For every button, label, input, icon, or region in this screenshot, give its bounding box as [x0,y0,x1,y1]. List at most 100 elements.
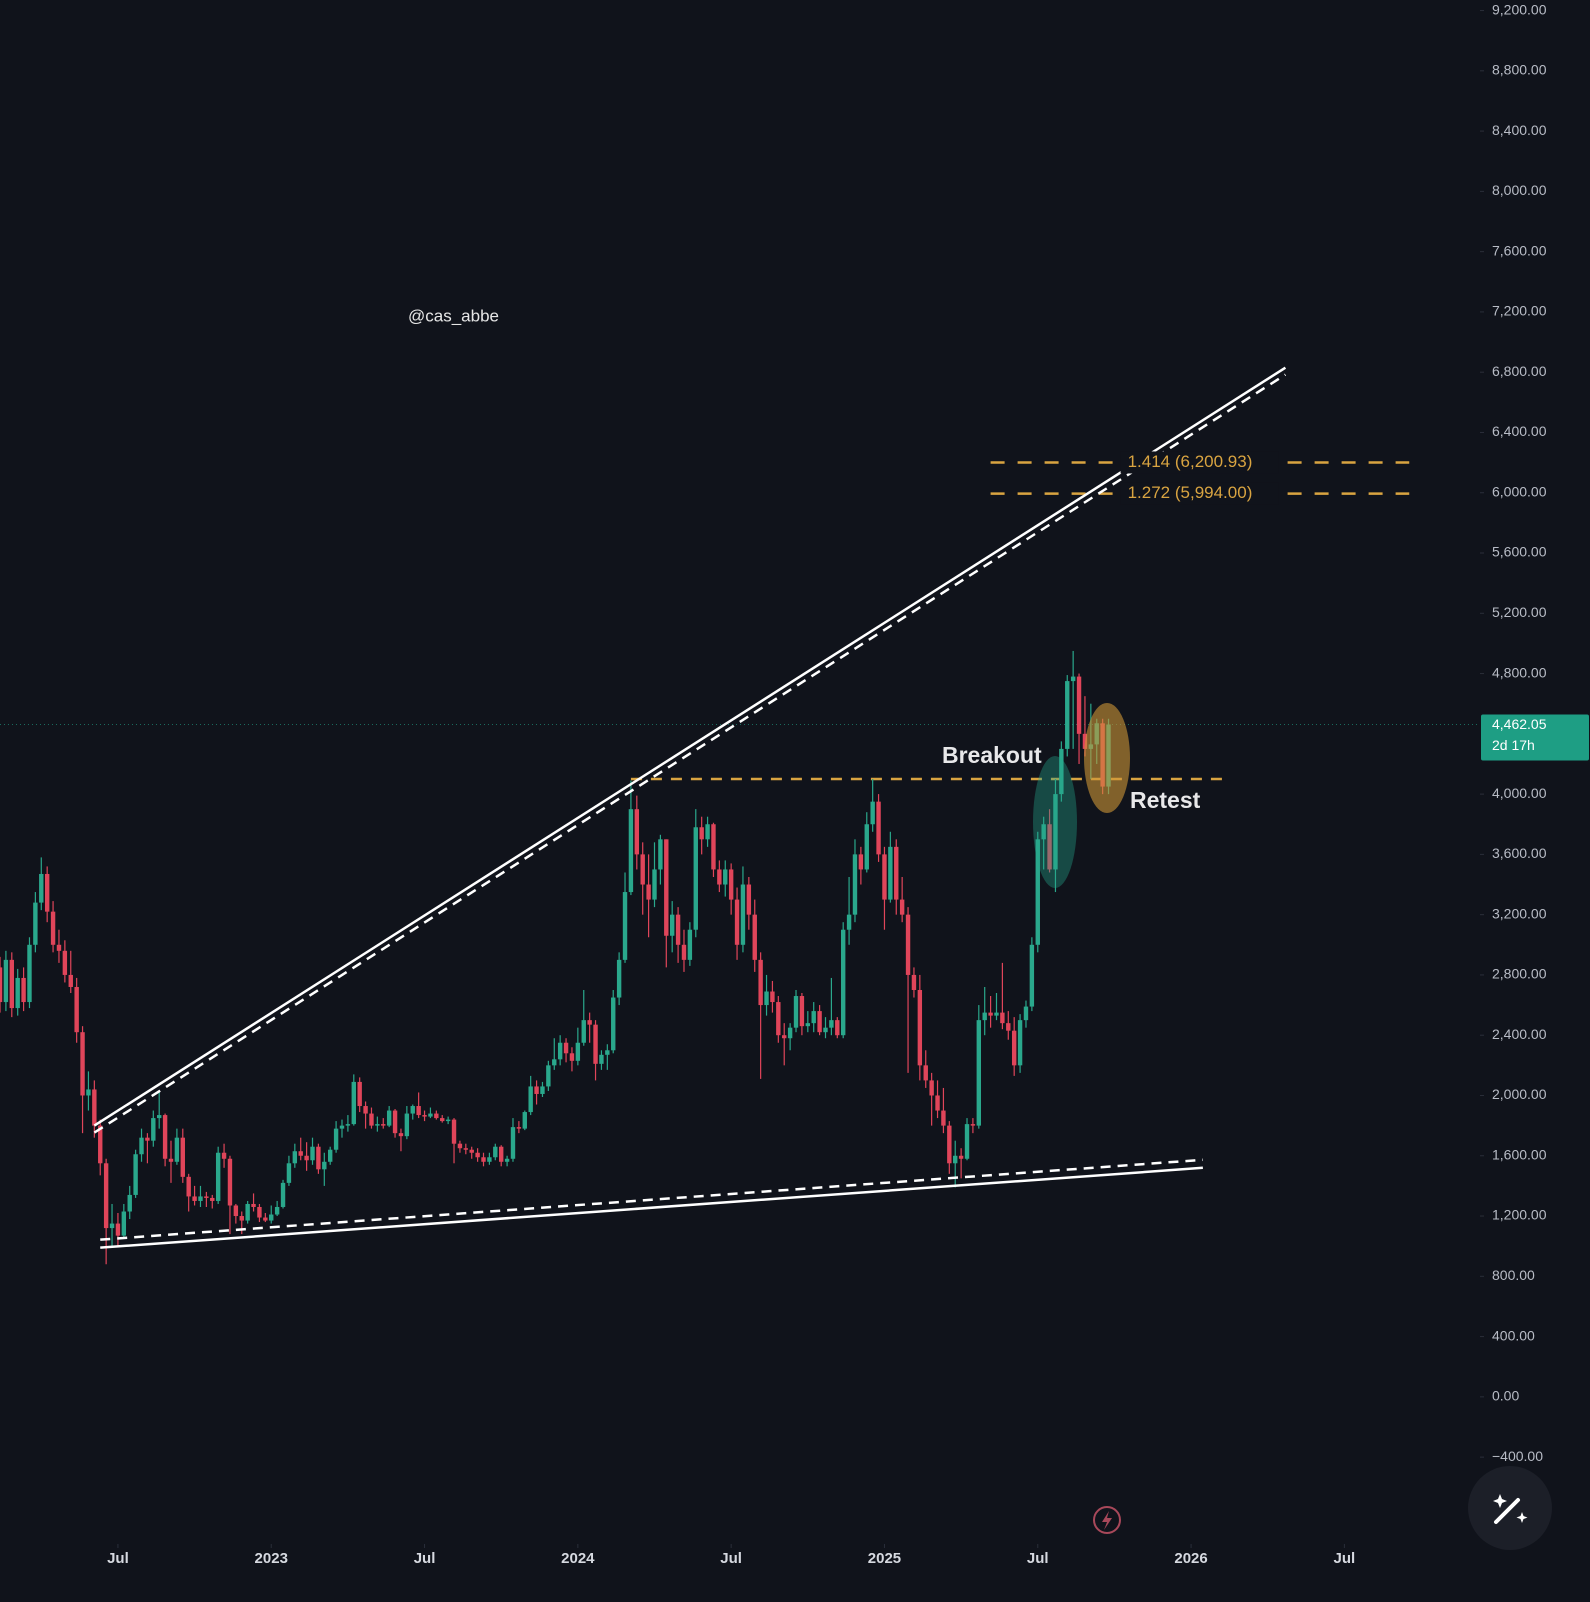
candle-body [840,929,846,1036]
candle-body [752,914,757,960]
candle-body [304,1155,309,1161]
candle-body [1000,1012,1005,1024]
candle-body [846,914,852,930]
y-tick-label: 1,600.00 [1492,1146,1547,1162]
candle-body [669,914,675,936]
candle-body [569,1053,575,1061]
candle-body [835,1020,840,1036]
candle-body [186,1176,191,1197]
candle-body [717,869,722,885]
candle-body [516,1127,522,1129]
y-tick-label: 6,800.00 [1492,363,1547,379]
candle-body [151,1118,156,1141]
candle-body [469,1149,474,1153]
x-tick-label: Jul [1334,1550,1356,1567]
candle-body [1065,681,1070,749]
candle-body [115,1223,121,1236]
x-tick-label: Jul [1027,1550,1049,1567]
candle-body [899,899,905,915]
alert-bolt [1102,1511,1112,1530]
candle-body [475,1152,480,1158]
candle-body [534,1086,539,1094]
candle-body [410,1106,415,1114]
candle-body [882,854,887,900]
candle-body [1035,839,1040,945]
candle-body [510,1127,516,1159]
magic-button[interactable] [1468,1466,1552,1550]
fib-label-bg [1120,451,1279,474]
candle-body [581,1020,586,1043]
candle-body [233,1205,239,1217]
candle-body [239,1216,244,1221]
candle-body [15,977,20,1009]
candle-body [994,1012,999,1016]
candle-body [941,1110,946,1126]
y-tick-label: 6,000.00 [1492,483,1547,499]
candle-body [445,1119,451,1122]
x-tick-label: 2023 [255,1550,288,1567]
y-tick-label: 9,200.00 [1492,1,1547,17]
y-tick-label: 2,800.00 [1492,966,1547,982]
candle-body [398,1133,404,1137]
candle-body [0,967,3,1003]
y-tick-label: 7,200.00 [1492,303,1547,319]
candle-body [1023,1006,1029,1021]
candle-body [923,1065,928,1081]
candle-body [280,1182,286,1207]
candle-body [416,1106,421,1116]
fib-label: 1.414 (6,200.93) [1128,452,1253,471]
y-tick-label: 0.00 [1492,1388,1519,1404]
candle-body [593,1024,598,1064]
candle-body [817,1011,822,1033]
candle-body [599,1054,604,1064]
y-tick-label: 5,200.00 [1492,604,1547,620]
candle-body [829,1020,834,1028]
candle-body [687,929,693,960]
candle-body [1070,676,1076,682]
candle-body [888,846,893,900]
candle-body [894,846,899,900]
candle-body [723,869,728,885]
candle-body [274,1206,280,1215]
candle-body [386,1110,392,1126]
y-tick-label: 8,800.00 [1492,62,1547,78]
candle-body [257,1206,262,1218]
candle-body [711,824,716,870]
candle-body [734,899,740,945]
candle-body [628,809,634,893]
candle-body [345,1124,351,1126]
candle-body [3,959,9,1003]
candle-body [982,1012,987,1021]
trendline-dashed [100,1158,1203,1241]
y-tick-label: 5,600.00 [1492,544,1547,560]
candle-body [605,1050,610,1055]
watermark: @cas_abbe [408,306,499,325]
candle-body [109,1223,115,1229]
countdown-label: 2d 17h [1492,737,1535,753]
magic-wand [1494,1498,1520,1524]
candle-body [905,914,911,975]
candle-body [699,827,704,840]
candle-body [911,974,917,990]
candle-body [929,1080,934,1096]
candle-body [1059,748,1064,795]
candle-body [322,1161,327,1170]
candle-body [764,991,769,1006]
candle-body [263,1217,268,1221]
candle-body [787,1027,793,1039]
retest-highlight [1084,703,1130,813]
candle-body [62,950,68,975]
candle-body [86,1089,91,1096]
candle-body [504,1158,510,1162]
candle-body [245,1203,250,1221]
candle-body [463,1148,469,1150]
candle-body [728,869,734,900]
candle-body [357,1081,362,1107]
candle-body [864,824,869,870]
candle-body [68,974,73,987]
alert-icon[interactable] [1093,1506,1121,1534]
candle-body [375,1124,380,1126]
candle-body [44,873,50,912]
candle-body [953,1155,958,1164]
